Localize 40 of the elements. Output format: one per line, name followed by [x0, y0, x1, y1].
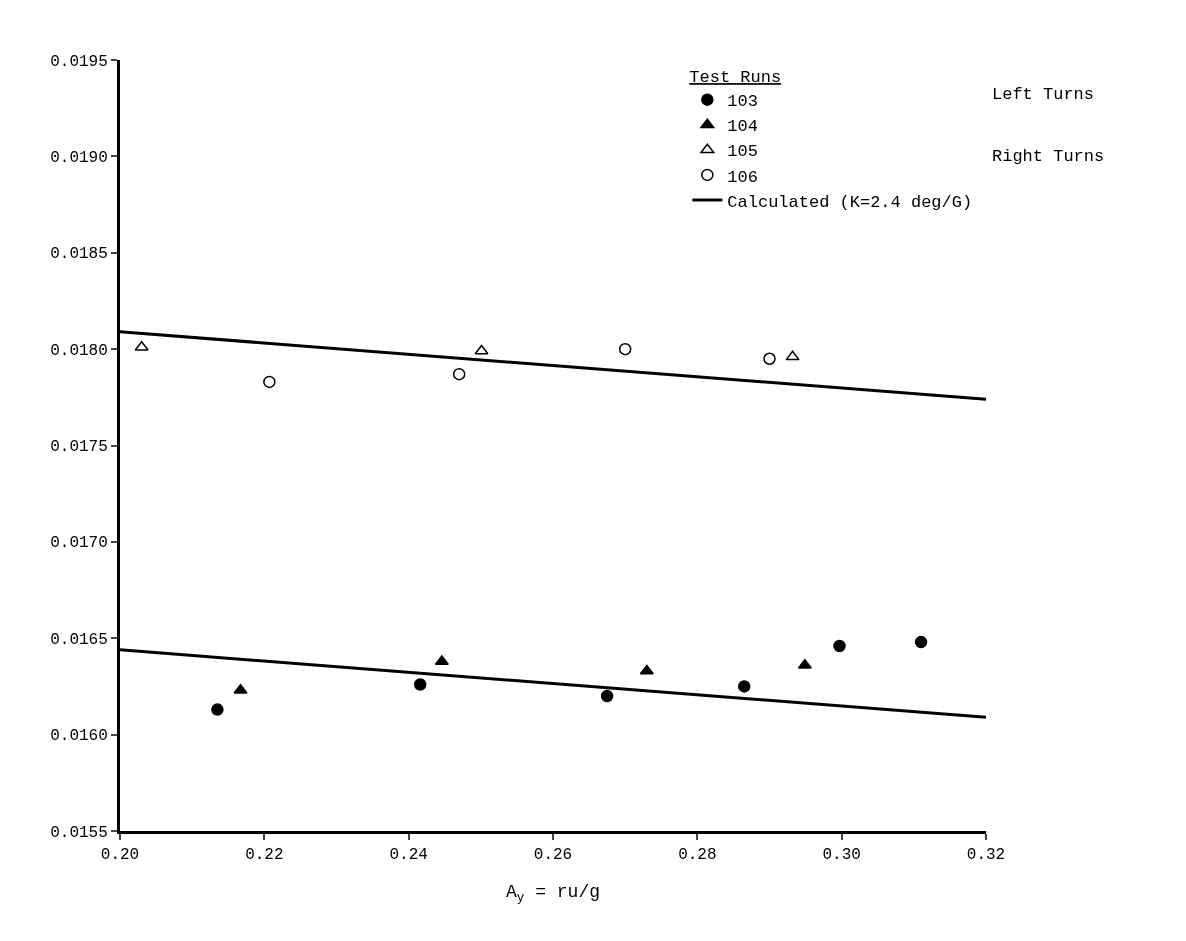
point: [797, 658, 812, 669]
text: Left Turns: [992, 85, 1095, 104]
y-tick-label: 0.0155: [50, 823, 108, 842]
point: [785, 350, 800, 361]
text: Right Turns: [992, 147, 1105, 166]
point: [413, 678, 427, 691]
legend-title: Test Runs: [689, 68, 782, 88]
legend-label: 103: [727, 92, 758, 112]
x-tick-label: 0.32: [966, 846, 1006, 865]
point: [211, 703, 224, 716]
x-tick-label: 0.24: [389, 846, 428, 865]
y-tick-label: 0.0160: [50, 727, 108, 746]
point: [763, 352, 776, 366]
y-tick-label: 0.0185: [50, 245, 108, 264]
point: [134, 340, 149, 351]
x-tick-label: 0.22: [245, 846, 284, 865]
legend-label: 106: [727, 167, 758, 187]
point: [263, 375, 276, 389]
point: [618, 342, 632, 356]
x-tick-label: 0.26: [533, 846, 573, 865]
y-tick-label: 0.0170: [50, 534, 108, 553]
point: [833, 639, 846, 653]
y-tick-label: 0.0165: [50, 630, 108, 649]
point: [914, 635, 928, 649]
point: [474, 344, 489, 355]
y-tick-label: 0.0190: [50, 148, 108, 167]
point: [639, 664, 654, 675]
y-tick-label: 0.0180: [50, 341, 108, 360]
point: [452, 367, 466, 381]
legend-label: 104: [727, 117, 758, 137]
point: [600, 689, 614, 703]
y-tick-label: 0.0195: [50, 52, 108, 71]
y-tick-label: 0.0175: [50, 438, 108, 457]
legend-label: 105: [727, 142, 758, 162]
x-axis-title: A$_{y}$ = ru/g: [506, 882, 600, 905]
x-tick-label: 0.20: [100, 846, 140, 865]
x-tick-label: 0.30: [822, 846, 861, 865]
point: [737, 680, 751, 693]
legend-label: Calculated (K=2.4 deg/G): [727, 192, 973, 212]
x-tick-label: 0.28: [678, 846, 717, 865]
